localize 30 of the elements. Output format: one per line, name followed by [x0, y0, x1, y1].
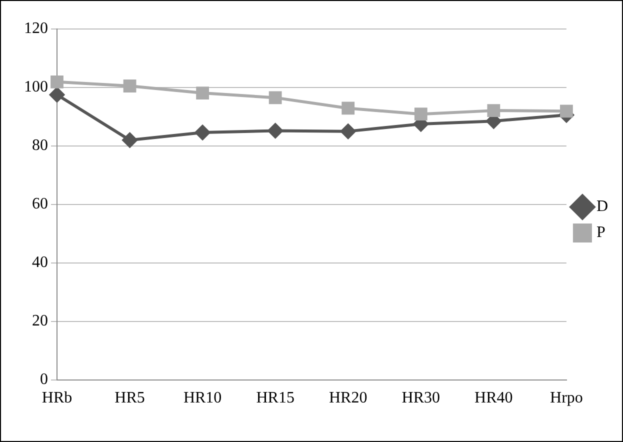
y-tick-label: 120	[24, 20, 48, 38]
point	[122, 132, 138, 148]
point	[196, 86, 210, 100]
x-tick-label: HR40	[474, 390, 513, 407]
x-tick-label: HR10	[183, 390, 222, 407]
x-tick-label: HR5	[114, 390, 145, 407]
x-tick-label: HRb	[42, 390, 72, 407]
point	[50, 87, 64, 102]
point	[195, 124, 210, 140]
y-tick-label: 0	[40, 371, 48, 388]
y-tick-label: 80	[32, 137, 48, 154]
point	[414, 108, 428, 121]
y-tick-label: 20	[32, 312, 48, 330]
x-tick-label: HR30	[402, 390, 440, 407]
point	[342, 102, 355, 115]
point	[268, 91, 282, 104]
y-tick-label: 100	[24, 78, 48, 96]
point	[340, 124, 356, 139]
point	[123, 80, 136, 92]
point	[268, 123, 283, 138]
legend-label: P	[596, 224, 606, 242]
point	[560, 104, 573, 118]
legend-label: D	[596, 198, 608, 216]
x-tick-label: Hrpo	[550, 390, 583, 407]
point	[487, 104, 500, 118]
x-tick-label: HR15	[256, 390, 294, 407]
point	[50, 75, 64, 88]
y-tick-label: 60	[32, 196, 48, 213]
y-tick-label: 40	[32, 254, 48, 272]
x-tick-label: HR20	[328, 390, 368, 407]
